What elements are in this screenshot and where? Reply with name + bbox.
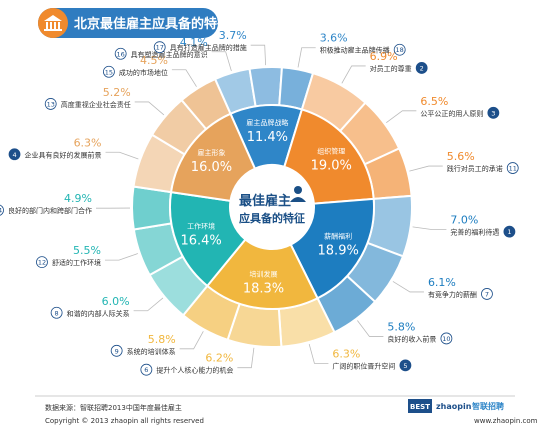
rank-number: 8 [55, 309, 59, 317]
rank-number: 3 [491, 109, 495, 117]
item-label: 高度重视企业社会责任 [61, 100, 131, 109]
item-label: 良好的收入前景 [387, 334, 436, 343]
category-value: 19.0% [311, 158, 352, 173]
leader-line [409, 166, 442, 171]
item-label: 广阔的职位晋升空间 [332, 361, 395, 370]
footer-copyright: Copyright © 2013 zhaopin all rights rese… [45, 417, 204, 425]
center-title-line1: 最佳雇主 [239, 193, 291, 209]
item-label: 舒适的工作环境 [52, 258, 101, 267]
footer-url: www.zhaopin.com [474, 417, 538, 425]
page-title: 北京最佳雇主应具备的特征 [74, 16, 230, 32]
item-value: 3.6% [320, 32, 348, 45]
item-label: 系统的培训体系 [127, 347, 176, 356]
rank-number: 14 [0, 207, 2, 215]
rank-number: 9 [115, 347, 119, 355]
rank-number: 2 [420, 64, 424, 72]
rank-number: 15 [105, 68, 113, 76]
item-slice [250, 67, 282, 106]
rank-number: 18 [396, 46, 404, 54]
leader-line [180, 331, 204, 349]
leader-line [237, 348, 254, 368]
rank-number: 10 [442, 335, 450, 343]
category-value: 18.3% [243, 282, 284, 297]
leader-line [105, 254, 138, 261]
item-value: 6.3% [332, 347, 360, 360]
leader-line [342, 66, 366, 83]
leader-line [251, 45, 266, 65]
rank-number: 16 [117, 50, 125, 58]
item-label: 公平公正的用人原则 [420, 109, 483, 118]
item-label: 有竞争力的薪酬 [428, 290, 477, 299]
category-label: 雇主形象 [197, 148, 225, 157]
item-label: 完善的福利待遇 [450, 228, 499, 237]
item-label: 践行对员工的承诺 [447, 164, 503, 173]
item-value: 6.3% [74, 136, 102, 149]
item-value: 5.5% [73, 244, 101, 257]
rank-number: 7 [485, 290, 489, 298]
category-value: 18.9% [318, 243, 359, 258]
rank-number: 13 [47, 100, 55, 108]
leader-line [309, 344, 328, 363]
category-label: 雇主品牌战略 [246, 118, 288, 127]
leader-line [135, 102, 164, 115]
category-label: 工作环境 [187, 221, 215, 230]
category-value: 16.4% [180, 233, 221, 248]
item-label: 对员工的尊重 [370, 64, 412, 73]
rank-number: 4 [12, 151, 16, 159]
item-value: 3.7% [219, 29, 247, 42]
leader-line [298, 48, 316, 68]
item-value: 5.8% [387, 320, 415, 333]
leader-line [134, 298, 163, 311]
rank-number: 17 [156, 44, 164, 52]
logo-site: 智联招聘 [472, 401, 504, 411]
category-label: 组织管理 [317, 146, 345, 155]
item-value: 6.0% [102, 295, 130, 308]
category-value: 16.0% [191, 160, 232, 175]
item-value: 6.5% [420, 95, 448, 108]
item-value: 6.2% [205, 352, 233, 365]
logo-brand: zhaopin [436, 402, 472, 411]
item-label: 企业具有良好的发展前景 [25, 150, 102, 159]
rank-number: 11 [509, 165, 517, 173]
category-label: 培训发展 [250, 270, 278, 279]
rank-number: 5 [403, 362, 407, 370]
logo-best: BEST [410, 403, 430, 411]
footer-source: 数据来源：智联招聘2013中国年度最佳雇主 [45, 403, 182, 412]
leader-line [357, 320, 383, 336]
item-value: 7.0% [450, 214, 478, 227]
category-value: 11.4% [247, 130, 288, 145]
rank-number: 1 [507, 228, 511, 236]
leader-line [172, 70, 197, 87]
item-label: 良好的部门内和跨部门合作 [8, 206, 92, 215]
item-value: 4.9% [64, 192, 92, 205]
leader-line [106, 152, 139, 159]
header-icon-badge [38, 8, 68, 38]
item-slice [132, 187, 171, 230]
rank-number: 6 [144, 366, 148, 374]
item-label: 具有打造雇主品牌的措施 [170, 43, 247, 52]
center-title-line2: 应具备的特征 [239, 211, 305, 225]
item-label: 成功的市场地位 [119, 68, 168, 77]
item-value: 5.6% [447, 150, 475, 163]
item-value: 6.1% [428, 276, 456, 289]
item-label: 积极推动雇主品牌传播 [320, 46, 390, 55]
rank-number: 12 [38, 259, 46, 267]
leader-line [212, 52, 232, 71]
category-label: 薪酬福利 [324, 231, 352, 240]
item-label: 提升个人核心能力的机会 [156, 366, 233, 375]
item-value: 5.2% [103, 86, 131, 99]
item-label: 和谐的内部人际关系 [67, 309, 130, 318]
leader-line [386, 111, 416, 123]
leader-line [393, 281, 424, 291]
item-value: 5.8% [148, 333, 176, 346]
leader-line [413, 227, 447, 230]
